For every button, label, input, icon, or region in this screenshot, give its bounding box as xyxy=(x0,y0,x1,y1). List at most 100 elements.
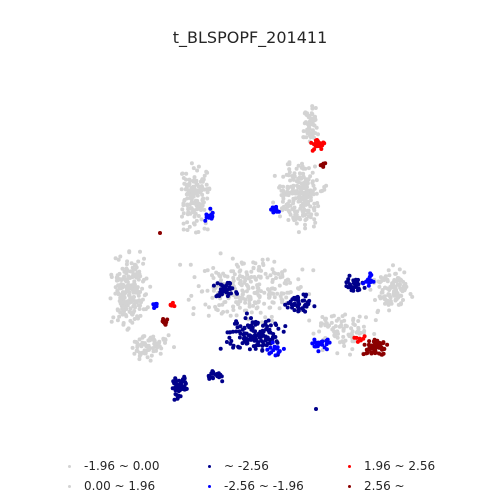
map-point-neutral xyxy=(129,261,134,266)
map-title: t_BLSPOPF_201411 xyxy=(172,28,328,47)
map-point-neutral xyxy=(234,313,239,318)
map-point-neutral xyxy=(217,273,222,278)
map-point-hot xyxy=(369,350,374,355)
map-point-neutral xyxy=(311,224,316,229)
legend-label: -1.96 ~ 0.00 xyxy=(84,459,160,473)
map-point-cold xyxy=(230,286,235,291)
map-point-neutral xyxy=(280,273,285,278)
map-point-neutral xyxy=(299,165,304,170)
map-point-neutral xyxy=(309,191,313,196)
map-point-neutral xyxy=(185,203,190,208)
map-point-neutral xyxy=(181,211,186,216)
map-point-cold xyxy=(229,339,234,343)
map-point-neutral xyxy=(126,300,131,305)
map-point-neutral xyxy=(128,296,133,301)
map-point-neutral xyxy=(272,173,277,178)
map-point-neutral xyxy=(249,310,254,315)
map-point-neutral xyxy=(329,320,334,325)
map-point-neutral xyxy=(199,217,204,222)
map-point-neutral xyxy=(186,297,191,302)
map-point-cold xyxy=(247,347,252,352)
map-point-neutral xyxy=(296,230,301,235)
map-point-neutral xyxy=(398,277,403,282)
map-point-neutral xyxy=(115,318,120,323)
map-point-neutral xyxy=(304,135,309,140)
map-point-neutral xyxy=(291,177,296,182)
map-point-neutral xyxy=(344,324,349,329)
map-point-neutral xyxy=(301,198,306,202)
legend-label: 0.00 ~ 1.96 xyxy=(84,479,156,493)
map-point-cold xyxy=(260,343,265,348)
map-point-warm xyxy=(309,140,314,145)
map-point-neutral xyxy=(310,106,315,111)
map-point-neutral xyxy=(135,285,140,290)
map-point-neutral xyxy=(294,179,299,184)
map-point-neutral xyxy=(113,285,118,290)
map-point-cold xyxy=(253,322,258,327)
map-point-neutral xyxy=(245,272,250,277)
map-point-neutral xyxy=(277,306,282,311)
map-point-neutral xyxy=(306,200,311,205)
map-point-neutral xyxy=(269,314,274,319)
map-point-neutral xyxy=(246,286,251,291)
map-point-cold xyxy=(211,283,216,288)
map-point-neutral xyxy=(349,331,354,336)
map-point-cold xyxy=(260,328,265,333)
map-point-cold xyxy=(220,287,225,292)
map-point-neutral xyxy=(279,193,284,198)
map-point-cold xyxy=(253,332,257,337)
map-point-neutral xyxy=(196,284,201,289)
map-point-neutral xyxy=(249,269,254,274)
map-point-neutral xyxy=(185,196,190,201)
map-point-neutral xyxy=(393,271,398,276)
map-point-neutral xyxy=(128,310,133,315)
map-point-neutral xyxy=(185,191,190,196)
map-point-cold xyxy=(207,375,211,380)
map-point-neutral xyxy=(373,298,377,302)
map-point-neutral xyxy=(314,191,319,196)
map-point-neutral xyxy=(113,256,118,261)
map-point-cold xyxy=(273,321,278,326)
map-point-neutral xyxy=(278,294,283,299)
map-point-neutral xyxy=(274,276,278,280)
map-point-neutral xyxy=(199,184,204,189)
map-point-neutral xyxy=(397,283,402,288)
map-point-neutral xyxy=(258,274,263,279)
map-point-cold xyxy=(283,302,288,307)
map-point-warm xyxy=(315,138,319,142)
map-point-neutral xyxy=(292,189,297,194)
map-point-cold xyxy=(268,323,273,328)
map-point-neutral xyxy=(120,266,125,271)
map-point-cool xyxy=(369,273,374,277)
map-point-neutral xyxy=(313,106,318,110)
map-point-neutral xyxy=(296,277,301,282)
legend-dot xyxy=(67,464,71,468)
map-point-neutral xyxy=(116,257,121,262)
map-point-cold xyxy=(211,376,215,381)
map-point-neutral xyxy=(250,285,255,290)
map-point-neutral xyxy=(270,291,274,296)
map-point-neutral xyxy=(311,183,316,188)
map-point-neutral xyxy=(263,315,268,320)
map-point-neutral xyxy=(229,269,234,274)
map-point-cold xyxy=(255,342,260,347)
map-point-neutral xyxy=(204,182,209,187)
map-point-neutral xyxy=(378,275,383,280)
map-point-cold xyxy=(231,345,236,350)
map-point-neutral xyxy=(294,221,299,226)
map-point-neutral xyxy=(135,270,140,275)
map-point-cold xyxy=(355,279,360,284)
map-point-cold xyxy=(276,326,281,331)
map-point-neutral xyxy=(350,347,355,352)
map-point-neutral xyxy=(278,214,282,219)
map-point-neutral xyxy=(284,281,289,286)
map-point-neutral xyxy=(388,284,393,289)
map-point-neutral xyxy=(150,337,155,342)
map-point-neutral xyxy=(252,290,257,295)
map-point-neutral xyxy=(214,270,219,275)
map-point-cold xyxy=(283,324,288,329)
map-point-neutral xyxy=(128,318,133,323)
map-point-cold xyxy=(228,330,233,335)
map-point-neutral xyxy=(291,215,296,220)
map-point-cold xyxy=(224,287,229,292)
